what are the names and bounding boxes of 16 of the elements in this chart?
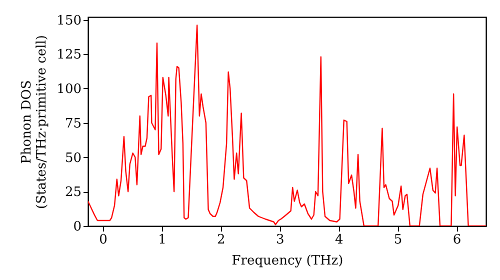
y-tick-label: 50 bbox=[64, 150, 82, 166]
y-tick-label: 100 bbox=[56, 82, 82, 97]
x-axis-title: Frequency (THz) bbox=[232, 254, 344, 268]
x-tick-label: 0 bbox=[99, 232, 108, 248]
y-axis-title: Phonon DOS (States/THz·primitive cell) bbox=[20, 34, 50, 210]
x-tick-label: 4 bbox=[334, 232, 344, 248]
x-tick-label: 6 bbox=[452, 232, 462, 248]
x-tick-label: 2 bbox=[217, 232, 226, 248]
x-tick-label: 1 bbox=[158, 232, 166, 248]
y-tick-label: 25 bbox=[64, 185, 82, 200]
y-tick-label: 75 bbox=[64, 116, 82, 132]
y-tick-label: 150 bbox=[56, 13, 82, 28]
x-tick-label: 5 bbox=[394, 232, 402, 248]
y-tick-label: 125 bbox=[56, 48, 82, 63]
y-tick-label: 0 bbox=[73, 220, 82, 234]
x-tick-label: 3 bbox=[276, 232, 284, 248]
